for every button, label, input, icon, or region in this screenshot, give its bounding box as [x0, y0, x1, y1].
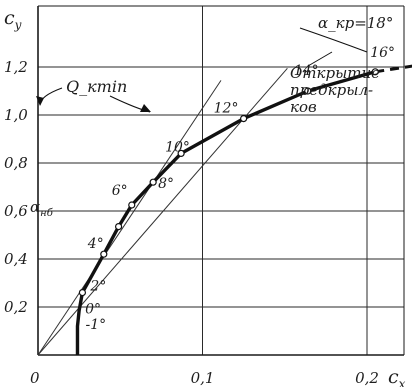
- y-axis-label-sub: y: [14, 18, 22, 32]
- x-tick-label: 0,1: [191, 369, 215, 387]
- point-label: 0°: [85, 302, 101, 318]
- curve-marker: [304, 87, 312, 95]
- slats-label-line: ков: [290, 98, 317, 116]
- alpha-nb-sub: нб: [40, 208, 54, 219]
- point-label: -1°: [85, 317, 106, 333]
- curve-markers: [78, 68, 379, 297]
- y-tick-label: 0,4: [4, 250, 28, 268]
- y-axis-label: cy: [4, 7, 22, 32]
- polar-curve: [75, 64, 412, 355]
- point-label: 10°: [165, 139, 190, 155]
- y-tick-label: 0,8: [4, 154, 28, 172]
- y-tick-label: 0,2: [4, 298, 28, 316]
- curve-marker: [371, 68, 379, 76]
- point-label: 12°: [214, 101, 239, 117]
- point-label: 8°: [158, 176, 174, 192]
- curve-marker: [149, 178, 157, 186]
- grid: [38, 6, 404, 355]
- point-label: 6°: [112, 183, 128, 199]
- tick-labels: 0,2 0,4 0,6 0,8 1,0 1,2 0 0,1 0,2 cy cx: [4, 7, 406, 387]
- x-axis-label-sub: x: [399, 377, 406, 387]
- point-labels: -1°0° 2° 4° 6° 8° 10° 12° 14° 16°: [85, 45, 395, 333]
- x-tick-label: 0: [30, 369, 40, 387]
- point-label: 4°: [87, 236, 104, 252]
- curve-marker: [78, 289, 87, 297]
- axes: [37, 5, 405, 356]
- alpha-kr-label: α_кр=18°: [318, 14, 393, 32]
- curve-solid: [75, 70, 376, 355]
- curve-marker: [177, 149, 185, 157]
- tangent-line: [37, 67, 288, 356]
- x-tick-label: 0,2: [355, 369, 379, 387]
- tangent-lines: [37, 67, 288, 356]
- slats-label-line: Открытие: [290, 64, 380, 82]
- alpha-kr-leader: [299, 27, 368, 53]
- y-tick-label: 0,6: [4, 202, 28, 220]
- tangent-line: [37, 80, 222, 356]
- curve-marker: [100, 250, 108, 258]
- point-label: 16°: [370, 45, 395, 61]
- curve-dashed: [374, 64, 412, 74]
- alpha-nb-label: αнб: [30, 198, 54, 219]
- q-kmin-label: Q_кmin: [66, 77, 127, 96]
- y-tick-label: 1,2: [4, 58, 28, 76]
- slats-leader: [307, 51, 333, 67]
- point-label: 2°: [89, 279, 106, 295]
- curve-marker: [115, 223, 123, 231]
- x-axis-label: cx: [388, 366, 406, 387]
- q-kmin-arrowhead-right: [140, 104, 151, 112]
- point-label: 14°: [294, 63, 319, 79]
- q-kmin-arrow-left: [39, 87, 63, 106]
- curve-marker: [128, 201, 136, 209]
- q-kmin-arrowhead-left: [36, 96, 44, 106]
- curve-marker: [240, 114, 248, 123]
- y-tick-label: 1,0: [4, 106, 28, 124]
- slats-label-line: предкрыл-: [290, 81, 373, 99]
